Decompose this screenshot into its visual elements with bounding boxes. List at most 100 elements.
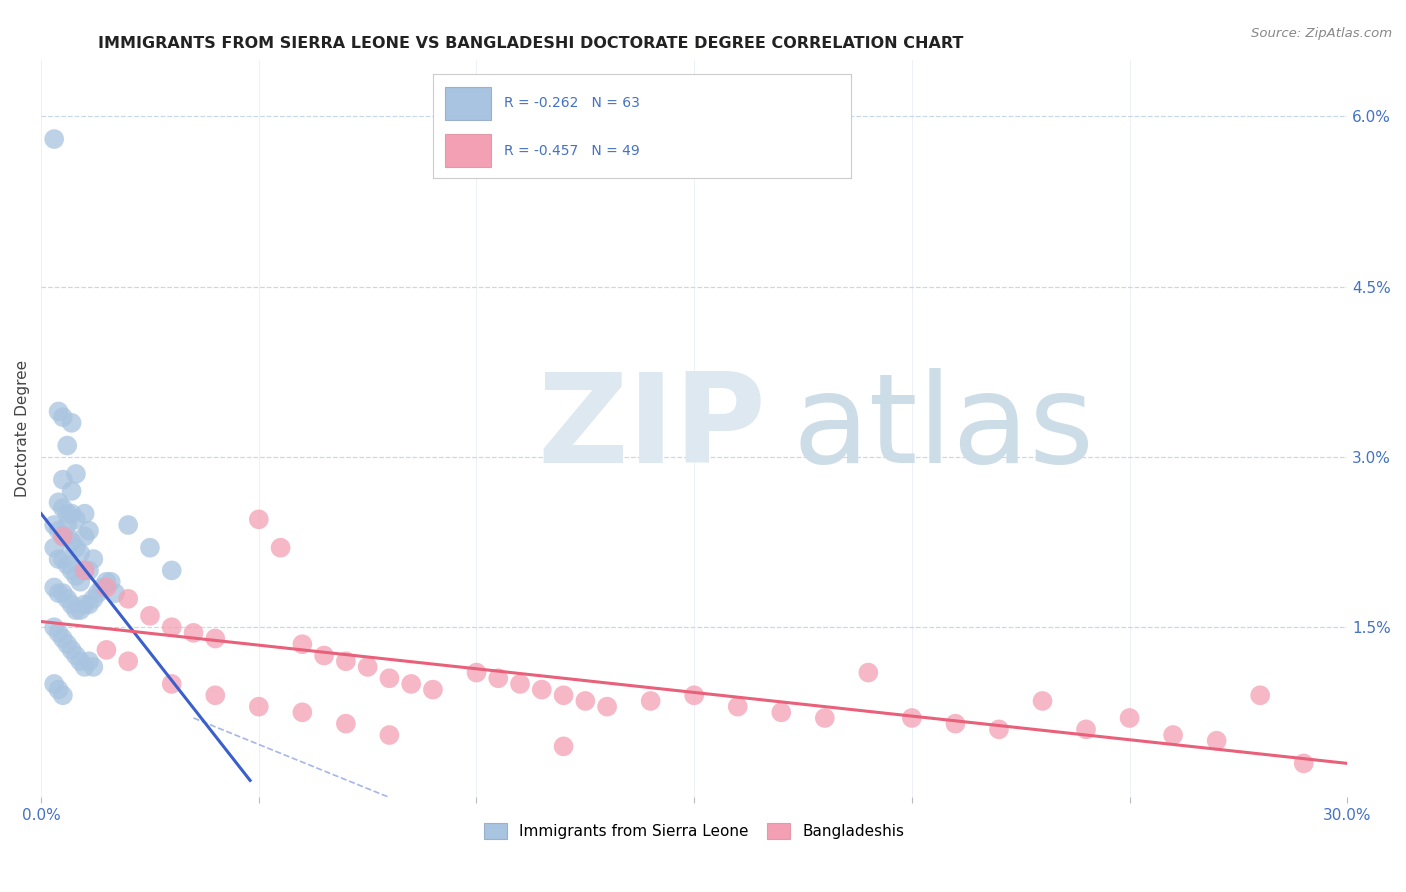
Point xyxy=(1205,733,1227,747)
Point xyxy=(44,581,66,595)
Point xyxy=(52,410,75,425)
Point xyxy=(56,637,79,651)
Point xyxy=(60,598,83,612)
Point xyxy=(65,648,87,663)
Text: atlas: atlas xyxy=(792,368,1094,489)
Point xyxy=(117,518,139,533)
Point xyxy=(553,688,575,702)
Point xyxy=(596,699,619,714)
Point xyxy=(247,699,270,714)
Point xyxy=(1031,694,1053,708)
Point xyxy=(465,665,488,680)
Point xyxy=(1292,756,1315,771)
Point xyxy=(60,416,83,430)
Point xyxy=(73,563,96,577)
Point xyxy=(65,541,87,555)
Point xyxy=(60,643,83,657)
Text: ZIP: ZIP xyxy=(537,368,766,489)
Point xyxy=(52,473,75,487)
Point xyxy=(73,507,96,521)
Point xyxy=(356,660,378,674)
Point xyxy=(291,637,314,651)
Point xyxy=(770,706,793,720)
Point xyxy=(553,739,575,754)
Point xyxy=(56,529,79,543)
Text: Source: ZipAtlas.com: Source: ZipAtlas.com xyxy=(1251,27,1392,40)
Point xyxy=(56,438,79,452)
Point xyxy=(82,660,104,674)
Point xyxy=(44,541,66,555)
Point xyxy=(65,467,87,481)
Point xyxy=(858,665,880,680)
Point xyxy=(183,625,205,640)
Point xyxy=(204,688,226,702)
Point xyxy=(314,648,336,663)
Point xyxy=(73,660,96,674)
Legend: Immigrants from Sierra Leone, Bangladeshis: Immigrants from Sierra Leone, Bangladesh… xyxy=(478,817,910,845)
Point xyxy=(727,699,749,714)
Point xyxy=(683,688,706,702)
Text: IMMIGRANTS FROM SIERRA LEONE VS BANGLADESHI DOCTORATE DEGREE CORRELATION CHART: IMMIGRANTS FROM SIERRA LEONE VS BANGLADE… xyxy=(98,36,963,51)
Point xyxy=(48,625,70,640)
Point xyxy=(247,512,270,526)
Point xyxy=(69,654,91,668)
Point xyxy=(52,586,75,600)
Point xyxy=(640,694,662,708)
Point xyxy=(1161,728,1184,742)
Point xyxy=(117,591,139,606)
Point xyxy=(91,581,114,595)
Point xyxy=(52,529,75,543)
Point xyxy=(530,682,553,697)
Point xyxy=(48,495,70,509)
Point xyxy=(52,632,75,646)
Point xyxy=(86,586,108,600)
Point xyxy=(73,598,96,612)
Point xyxy=(1249,688,1271,702)
Point xyxy=(378,671,401,685)
Point xyxy=(270,541,292,555)
Point xyxy=(139,608,162,623)
Point xyxy=(52,529,75,543)
Point xyxy=(987,723,1010,737)
Point xyxy=(44,677,66,691)
Point xyxy=(901,711,924,725)
Point xyxy=(52,500,75,515)
Point xyxy=(77,524,100,538)
Point xyxy=(56,558,79,572)
Point xyxy=(139,541,162,555)
Point xyxy=(160,620,183,634)
Point xyxy=(77,563,100,577)
Point xyxy=(73,529,96,543)
Point xyxy=(117,654,139,668)
Point xyxy=(204,632,226,646)
Point xyxy=(60,507,83,521)
Point xyxy=(65,569,87,583)
Point xyxy=(96,581,118,595)
Point xyxy=(422,682,444,697)
Point xyxy=(82,591,104,606)
Point xyxy=(814,711,837,725)
Point xyxy=(69,574,91,589)
Point xyxy=(1118,711,1140,725)
Point xyxy=(65,603,87,617)
Point xyxy=(77,598,100,612)
Point xyxy=(160,677,183,691)
Point xyxy=(104,586,127,600)
Point xyxy=(335,716,357,731)
Point xyxy=(44,132,66,146)
Point xyxy=(60,535,83,549)
Point xyxy=(60,563,83,577)
Point xyxy=(100,574,122,589)
Point xyxy=(52,552,75,566)
Point xyxy=(48,552,70,566)
Point xyxy=(44,518,66,533)
Point xyxy=(60,483,83,498)
Point xyxy=(77,654,100,668)
Point xyxy=(52,688,75,702)
Point xyxy=(69,603,91,617)
Point xyxy=(378,728,401,742)
Point xyxy=(574,694,596,708)
Point xyxy=(509,677,531,691)
Point xyxy=(48,404,70,418)
Point xyxy=(399,677,422,691)
